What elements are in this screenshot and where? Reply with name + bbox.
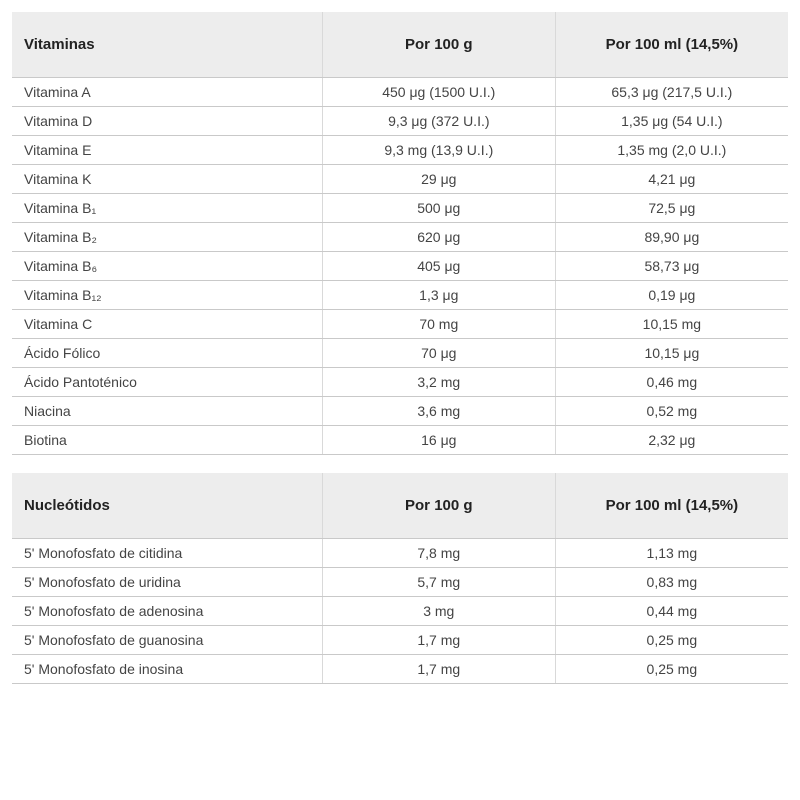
row-value: 29 μg	[322, 165, 555, 194]
row-value: 0,46 mg	[555, 368, 788, 397]
table-row: 5' Monofosfato de inosina1,7 mg0,25 mg	[12, 655, 788, 684]
row-value: 1,3 μg	[322, 281, 555, 310]
column-header: Por 100 g	[322, 12, 555, 78]
table-row: 5' Monofosfato de uridina5,7 mg0,83 mg	[12, 568, 788, 597]
row-label: 5' Monofosfato de adenosina	[12, 597, 322, 626]
row-value: 0,25 mg	[555, 655, 788, 684]
row-value: 3 mg	[322, 597, 555, 626]
row-value: 3,6 mg	[322, 397, 555, 426]
column-header: Por 100 g	[322, 473, 555, 539]
table-row: Vitamina E9,3 mg (13,9 U.I.)1,35 mg (2,0…	[12, 136, 788, 165]
row-value: 1,7 mg	[322, 655, 555, 684]
row-value: 1,35 μg (54 U.I.)	[555, 107, 788, 136]
row-value: 405 μg	[322, 252, 555, 281]
row-label: Vitamina B₆	[12, 252, 322, 281]
row-value: 0,83 mg	[555, 568, 788, 597]
nucleotides-table: NucleótidosPor 100 gPor 100 ml (14,5%)5'…	[12, 473, 788, 684]
nutrition-tables: VitaminasPor 100 gPor 100 ml (14,5%)Vita…	[12, 12, 788, 684]
row-label: 5' Monofosfato de inosina	[12, 655, 322, 684]
table-row: 5' Monofosfato de guanosina1,7 mg0,25 mg	[12, 626, 788, 655]
row-value: 7,8 mg	[322, 539, 555, 568]
row-label: Vitamina C	[12, 310, 322, 339]
row-value: 620 μg	[322, 223, 555, 252]
row-value: 4,21 μg	[555, 165, 788, 194]
table-row: Ácido Pantoténico3,2 mg0,46 mg	[12, 368, 788, 397]
row-value: 0,52 mg	[555, 397, 788, 426]
row-label: Vitamina E	[12, 136, 322, 165]
row-label: Niacina	[12, 397, 322, 426]
row-value: 10,15 μg	[555, 339, 788, 368]
row-label: Vitamina K	[12, 165, 322, 194]
row-label: Vitamina B₂	[12, 223, 322, 252]
table-row: 5' Monofosfato de adenosina3 mg0,44 mg	[12, 597, 788, 626]
row-value: 5,7 mg	[322, 568, 555, 597]
row-value: 450 μg (1500 U.I.)	[322, 78, 555, 107]
row-label: 5' Monofosfato de uridina	[12, 568, 322, 597]
table-row: Ácido Fólico70 μg10,15 μg	[12, 339, 788, 368]
table-row: Vitamina B₁₂1,3 μg0,19 μg	[12, 281, 788, 310]
row-label: 5' Monofosfato de guanosina	[12, 626, 322, 655]
column-header: Por 100 ml (14,5%)	[555, 473, 788, 539]
row-value: 0,25 mg	[555, 626, 788, 655]
row-value: 89,90 μg	[555, 223, 788, 252]
row-label: 5' Monofosfato de citidina	[12, 539, 322, 568]
table-row: Vitamina K29 μg4,21 μg	[12, 165, 788, 194]
row-value: 70 μg	[322, 339, 555, 368]
row-value: 72,5 μg	[555, 194, 788, 223]
row-value: 9,3 mg (13,9 U.I.)	[322, 136, 555, 165]
table-row: Vitamina B₂620 μg89,90 μg	[12, 223, 788, 252]
column-header: Nucleótidos	[12, 473, 322, 539]
row-value: 58,73 μg	[555, 252, 788, 281]
vitamins-table: VitaminasPor 100 gPor 100 ml (14,5%)Vita…	[12, 12, 788, 455]
column-header: Vitaminas	[12, 12, 322, 78]
table-row: Vitamina B₆405 μg58,73 μg	[12, 252, 788, 281]
row-label: Ácido Fólico	[12, 339, 322, 368]
row-value: 16 μg	[322, 426, 555, 455]
row-value: 3,2 mg	[322, 368, 555, 397]
row-value: 500 μg	[322, 194, 555, 223]
table-row: 5' Monofosfato de citidina7,8 mg1,13 mg	[12, 539, 788, 568]
table-row: Vitamina C70 mg10,15 mg	[12, 310, 788, 339]
row-value: 70 mg	[322, 310, 555, 339]
row-value: 2,32 μg	[555, 426, 788, 455]
row-value: 65,3 μg (217,5 U.I.)	[555, 78, 788, 107]
row-value: 9,3 μg (372 U.I.)	[322, 107, 555, 136]
table-row: Vitamina A450 μg (1500 U.I.)65,3 μg (217…	[12, 78, 788, 107]
row-value: 1,7 mg	[322, 626, 555, 655]
row-value: 1,13 mg	[555, 539, 788, 568]
row-value: 10,15 mg	[555, 310, 788, 339]
row-value: 1,35 mg (2,0 U.I.)	[555, 136, 788, 165]
row-value: 0,44 mg	[555, 597, 788, 626]
row-label: Vitamina D	[12, 107, 322, 136]
row-label: Vitamina A	[12, 78, 322, 107]
table-row: Biotina16 μg2,32 μg	[12, 426, 788, 455]
table-row: Vitamina B₁500 μg72,5 μg	[12, 194, 788, 223]
row-value: 0,19 μg	[555, 281, 788, 310]
row-label: Vitamina B₁₂	[12, 281, 322, 310]
row-label: Vitamina B₁	[12, 194, 322, 223]
column-header: Por 100 ml (14,5%)	[555, 12, 788, 78]
table-row: Vitamina D9,3 μg (372 U.I.)1,35 μg (54 U…	[12, 107, 788, 136]
row-label: Biotina	[12, 426, 322, 455]
row-label: Ácido Pantoténico	[12, 368, 322, 397]
table-row: Niacina3,6 mg0,52 mg	[12, 397, 788, 426]
